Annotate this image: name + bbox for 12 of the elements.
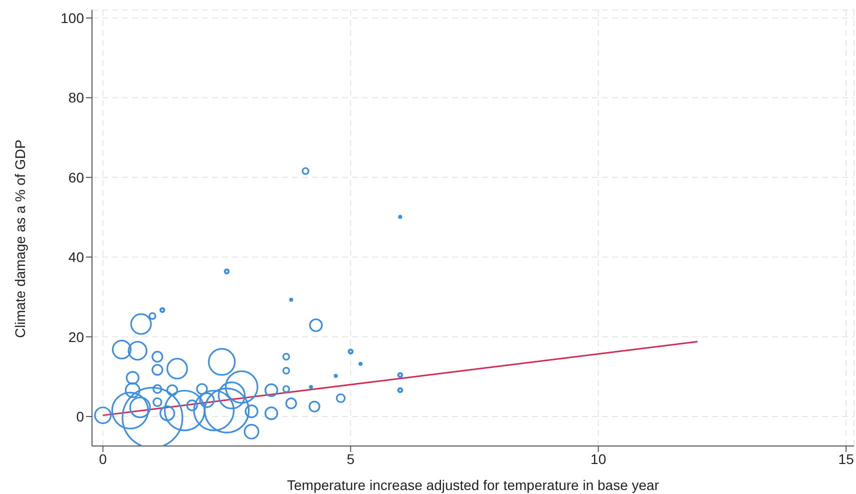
y-tick-label: 80 <box>68 90 84 106</box>
y-tick-label: 0 <box>76 408 84 424</box>
y-tick-label: 60 <box>68 169 84 186</box>
x-tick-label: 15 <box>838 450 854 467</box>
y-axis-title: Climate damage as a % of GDP <box>12 140 28 338</box>
x-tick-label: 10 <box>590 450 606 467</box>
y-tick-label: 40 <box>68 249 84 266</box>
x-axis-title: Temperature increase adjusted for temperature in base year <box>287 477 660 493</box>
x-tick-label: 5 <box>346 450 355 467</box>
y-tick-label: 100 <box>60 10 84 26</box>
x-tick-label: 0 <box>99 450 107 467</box>
y-tick-label: 20 <box>68 328 84 345</box>
